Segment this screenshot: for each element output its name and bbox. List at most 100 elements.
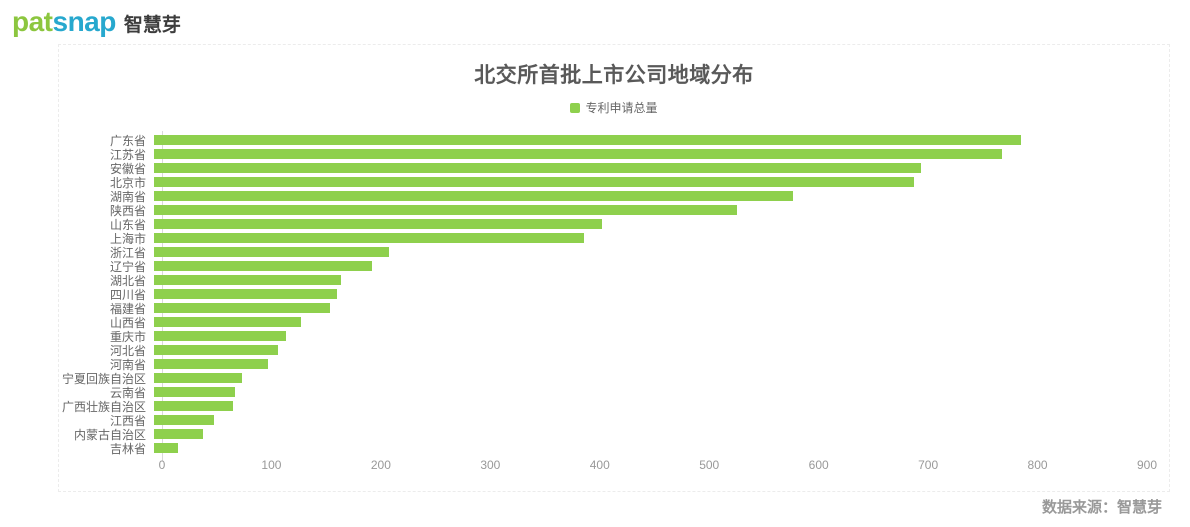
bar-track <box>154 427 1139 441</box>
bar-row: 山东省 <box>59 217 1169 232</box>
bar[interactable] <box>154 149 1003 159</box>
bar-row: 江西省 <box>59 413 1169 428</box>
bar-row: 广东省 <box>59 133 1169 148</box>
bar-track <box>154 357 1139 371</box>
bar[interactable] <box>154 429 204 439</box>
bar-row: 上海市 <box>59 231 1169 246</box>
x-tick-label: 600 <box>808 458 829 472</box>
bar-track <box>154 203 1139 217</box>
bar-row: 山西省 <box>59 315 1169 330</box>
category-label: 福建省 <box>109 301 146 316</box>
x-tick-label: 300 <box>480 458 501 472</box>
category-label: 江西省 <box>109 413 146 428</box>
bar-row: 宁夏回族自治区 <box>59 371 1169 386</box>
category-label: 安徽省 <box>109 161 146 176</box>
bar-row: 湖北省 <box>59 273 1169 288</box>
bar-track <box>154 413 1139 427</box>
bar[interactable] <box>154 443 179 453</box>
logo-text-snap: snap <box>52 6 117 37</box>
bar[interactable] <box>154 289 337 299</box>
bar[interactable] <box>154 135 1021 145</box>
category-label: 陕西省 <box>109 203 146 218</box>
x-tick-label: 100 <box>261 458 282 472</box>
category-label: 河南省 <box>109 357 146 372</box>
bar-track <box>154 245 1139 259</box>
x-axis: 0 100 200 300 400 500 600 700 800 900 <box>158 458 1157 476</box>
bar[interactable] <box>154 219 602 229</box>
category-label: 湖南省 <box>109 189 146 204</box>
bar-track <box>154 329 1139 343</box>
bar[interactable] <box>154 359 268 369</box>
x-tick-label: 900 <box>1136 458 1158 472</box>
bar[interactable] <box>154 345 278 355</box>
bar-row: 辽宁省 <box>59 259 1169 274</box>
bar-track <box>154 315 1139 329</box>
logo-text-pat: pat <box>12 6 53 37</box>
x-tick-label: 400 <box>589 458 610 472</box>
bar-row: 云南省 <box>59 385 1169 400</box>
x-tick-label: 800 <box>1027 458 1048 472</box>
bar-row: 吉林省 <box>59 441 1169 456</box>
category-label: 四川省 <box>109 287 146 302</box>
bar-row: 安徽省 <box>59 161 1169 176</box>
category-label: 山西省 <box>109 315 146 330</box>
bar-track <box>154 273 1139 287</box>
chart-title: 北交所首批上市公司地域分布 <box>474 64 754 87</box>
bar-track <box>154 399 1139 413</box>
bar[interactable] <box>154 275 342 285</box>
bar-row: 重庆市 <box>59 329 1169 344</box>
bar[interactable] <box>154 261 372 271</box>
category-label: 广东省 <box>109 133 146 148</box>
bar[interactable] <box>154 401 233 411</box>
category-label: 云南省 <box>109 385 146 400</box>
bar-row: 浙江省 <box>59 245 1169 260</box>
bar-row: 四川省 <box>59 287 1169 302</box>
bar-track <box>154 385 1139 399</box>
bar-row: 北京市 <box>59 175 1169 190</box>
bar[interactable] <box>154 415 215 425</box>
category-label: 浙江省 <box>109 245 146 260</box>
bar-track <box>154 161 1139 175</box>
bar-track <box>154 133 1139 147</box>
bar[interactable] <box>154 205 738 215</box>
bar[interactable] <box>154 331 287 341</box>
category-label: 河北省 <box>109 343 146 358</box>
data-source-note: 数据来源：智慧芽 <box>1041 499 1162 516</box>
bar[interactable] <box>154 191 794 201</box>
category-label: 宁夏回族自治区 <box>61 371 146 386</box>
bar-track <box>154 441 1139 455</box>
x-tick-label: 200 <box>370 458 391 472</box>
bar[interactable] <box>154 247 390 257</box>
bar-row: 广西壮族自治区 <box>59 399 1169 414</box>
bar-row: 河北省 <box>59 343 1169 358</box>
chart-container: 北交所首批上市公司地域分布 专利申请总量 广东省 江苏省 安徽省 北京市 湖南省 陕西省山… <box>58 44 1170 492</box>
x-tick-label: 0 <box>158 458 166 472</box>
bar[interactable] <box>154 317 301 327</box>
bar[interactable] <box>154 177 914 187</box>
legend-item[interactable]: 专利申请总量 <box>59 99 1169 116</box>
bar-track <box>154 147 1139 161</box>
plot-area: 广东省 江苏省 安徽省 北京市 湖南省 陕西省 山东省 上海市 浙江省 辽宁省 湖北省 四川省 福建省山… <box>59 133 1169 456</box>
bar-track <box>154 189 1139 203</box>
bar-row: 内蒙古自治区 <box>59 427 1169 442</box>
bar-track <box>154 259 1139 273</box>
bar-track <box>154 217 1139 231</box>
bar[interactable] <box>154 163 922 173</box>
bar-track <box>154 371 1139 385</box>
category-label: 辽宁省 <box>109 259 146 274</box>
legend-label: 专利申请总量 <box>585 101 658 115</box>
bar-track <box>154 175 1139 189</box>
bar[interactable] <box>154 373 242 383</box>
x-tick-label: 500 <box>699 458 720 472</box>
category-label: 上海市 <box>109 231 146 246</box>
bar[interactable] <box>154 303 331 313</box>
x-tick-label: 700 <box>918 458 939 472</box>
category-label: 吉林省 <box>109 441 146 456</box>
category-label: 内蒙古自治区 <box>73 427 146 442</box>
bar[interactable] <box>154 387 235 397</box>
category-label: 广西壮族自治区 <box>61 399 146 414</box>
patsnap-logo: pat snap 智慧芽 <box>12 6 181 38</box>
bar-row: 陕西省 <box>59 203 1169 218</box>
bar[interactable] <box>154 233 585 243</box>
